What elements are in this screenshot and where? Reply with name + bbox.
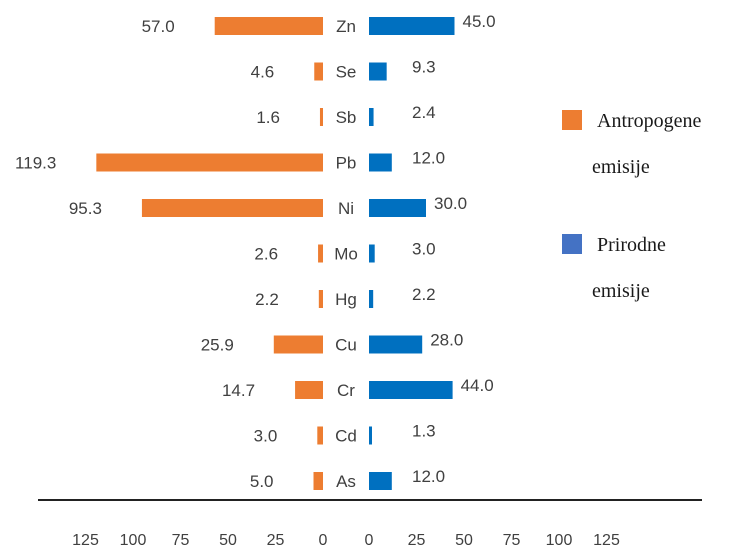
value-label-anthropogenic-mo: 2.6 xyxy=(254,245,278,264)
value-label-anthropogenic-sb: 1.6 xyxy=(256,108,280,127)
anthropogenic-bars xyxy=(96,17,323,490)
bar-anthropogenic-sb xyxy=(319,108,323,126)
category-label-ni: Ni xyxy=(338,199,354,218)
legend-swatch-prirodne xyxy=(562,234,582,254)
category-label-cd: Cd xyxy=(335,427,357,446)
legend-swatch-antropogene xyxy=(562,110,582,130)
value-label-anthropogenic-se: 4.6 xyxy=(251,63,275,82)
bar-natural-sb xyxy=(369,108,374,126)
bar-natural-se xyxy=(369,62,387,81)
category-label-cu: Cu xyxy=(335,336,357,355)
bar-anthropogenic-se xyxy=(314,62,323,81)
bar-anthropogenic-hg xyxy=(318,290,323,308)
value-label-natural-cr: 44.0 xyxy=(461,376,494,395)
x-tick-left-75: 75 xyxy=(172,532,190,547)
x-tick-left-125: 125 xyxy=(72,532,99,547)
x-tick-right-75: 75 xyxy=(503,532,521,547)
x-tick-right-125: 125 xyxy=(593,532,620,547)
legend-label-prirodne-line2: emisije xyxy=(592,280,650,302)
legend-label-antropogene-line1: Antropogene xyxy=(597,110,702,132)
bar-natural-zn xyxy=(369,17,455,35)
value-label-anthropogenic-ni: 95.3 xyxy=(69,199,102,218)
category-labels: Zn Se Sb Pb Ni Mo Hg Cu Cr Cd As xyxy=(334,17,358,491)
value-label-anthropogenic-cu: 25.9 xyxy=(201,336,234,355)
value-label-natural-zn: 45.0 xyxy=(463,12,496,31)
bar-natural-as xyxy=(369,472,392,490)
bar-natural-cu xyxy=(369,335,423,354)
value-label-anthropogenic-zn: 57.0 xyxy=(142,17,175,36)
x-tick-right-100: 100 xyxy=(546,532,573,547)
bar-natural-hg xyxy=(369,290,374,308)
x-tick-left-0: 0 xyxy=(319,532,328,547)
value-label-natural-cd: 1.3 xyxy=(412,422,436,441)
value-label-natural-pb: 12.0 xyxy=(412,149,445,168)
value-label-natural-sb: 2.4 xyxy=(412,103,436,122)
bar-anthropogenic-zn xyxy=(214,17,323,35)
x-tick-right-25: 25 xyxy=(408,532,426,547)
legend: Antropogene emisije Prirodne emisije xyxy=(562,110,702,302)
bar-natural-mo xyxy=(369,244,375,263)
x-tick-right-0: 0 xyxy=(365,532,374,547)
value-label-anthropogenic-as: 5.0 xyxy=(250,472,274,491)
category-label-sb: Sb xyxy=(336,108,357,127)
legend-label-antropogene-line2: emisije xyxy=(592,156,650,178)
bar-anthropogenic-mo xyxy=(318,244,323,263)
bar-natural-pb xyxy=(369,153,392,172)
value-label-anthropogenic-cd: 3.0 xyxy=(254,427,278,446)
bar-anthropogenic-as xyxy=(313,472,323,490)
x-tick-right-50: 50 xyxy=(455,532,473,547)
value-label-natural-se: 9.3 xyxy=(412,58,436,77)
bar-natural-cd xyxy=(369,426,372,445)
x-tick-labels-right: 0 25 50 75 100 125 xyxy=(365,532,620,547)
value-label-anthropogenic-hg: 2.2 xyxy=(255,290,279,309)
anthropogenic-value-labels: 57.0 4.6 1.6 119.3 95.3 2.6 2.2 25.9 14.7 3.0 5.0 xyxy=(15,17,280,491)
category-label-se: Se xyxy=(336,63,357,82)
category-label-hg: Hg xyxy=(335,290,357,309)
x-tick-left-25: 25 xyxy=(267,532,285,547)
x-tick-left-100: 100 xyxy=(120,532,147,547)
x-tick-left-50: 50 xyxy=(219,532,237,547)
value-label-natural-mo: 3.0 xyxy=(412,240,436,259)
bar-anthropogenic-cr xyxy=(295,381,323,399)
natural-value-labels: 45.0 9.3 2.4 12.0 30.0 3.0 2.2 28.0 44.0 1.3 12.0 xyxy=(412,12,496,486)
value-label-natural-hg: 2.2 xyxy=(412,285,436,304)
bar-anthropogenic-cu xyxy=(273,335,323,354)
natural-bars xyxy=(369,17,455,490)
bar-natural-cr xyxy=(369,381,453,399)
value-label-natural-ni: 30.0 xyxy=(434,194,467,213)
category-label-mo: Mo xyxy=(334,245,358,264)
value-label-natural-as: 12.0 xyxy=(412,467,445,486)
bar-natural-ni xyxy=(369,199,426,217)
bar-anthropogenic-cd xyxy=(317,426,323,445)
category-label-pb: Pb xyxy=(336,154,357,173)
value-label-anthropogenic-pb: 119.3 xyxy=(15,154,56,173)
bar-anthropogenic-pb xyxy=(96,153,323,172)
value-label-natural-cu: 28.0 xyxy=(430,331,463,350)
category-label-as: As xyxy=(336,472,356,491)
category-label-cr: Cr xyxy=(337,381,355,400)
x-tick-labels-left: 125 100 75 50 25 0 xyxy=(72,532,327,547)
category-label-zn: Zn xyxy=(336,17,356,36)
value-label-anthropogenic-cr: 14.7 xyxy=(222,381,255,400)
bar-anthropogenic-ni xyxy=(141,199,323,217)
legend-label-prirodne-line1: Prirodne xyxy=(597,234,666,256)
